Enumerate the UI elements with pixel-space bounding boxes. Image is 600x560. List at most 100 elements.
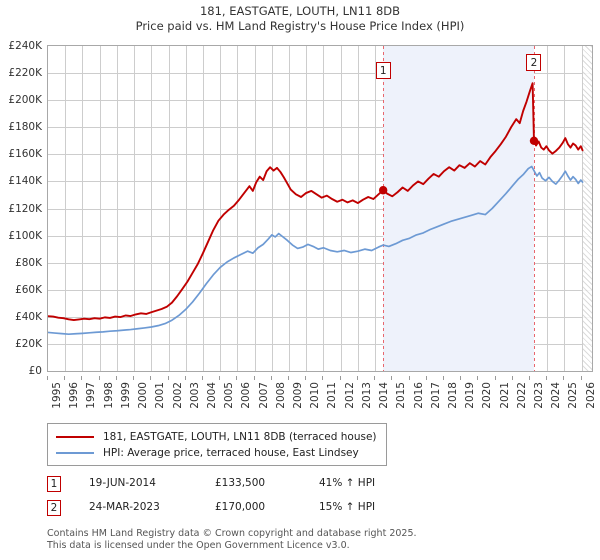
gridline-horizontal: [48, 208, 592, 210]
x-axis-tick: [511, 376, 513, 380]
gridline-horizontal: [48, 235, 592, 237]
gridline-vertical: [357, 46, 359, 371]
gridline-vertical: [323, 46, 325, 371]
x-axis-tick: [270, 376, 272, 380]
gridline-vertical: [564, 46, 566, 371]
x-axis-tick: [563, 376, 565, 380]
gridline-vertical: [99, 46, 101, 371]
x-axis-tick: [529, 376, 531, 380]
x-axis-tick: [64, 376, 66, 380]
legend-swatch-blue-icon: [56, 452, 94, 454]
x-axis-tick-label: 2011: [326, 382, 339, 409]
gridline-horizontal: [48, 127, 592, 129]
x-axis-tick: [546, 376, 548, 380]
x-axis-tick-label: 2012: [343, 382, 356, 409]
gridline-vertical: [254, 46, 256, 371]
sale-marker-line-1: [383, 46, 385, 371]
x-axis-tick-label: 2015: [395, 382, 408, 409]
gridline-horizontal: [48, 73, 592, 75]
gridline-vertical: [151, 46, 153, 371]
sale-row-2[interactable]: 2 24-MAR-2023 £170,000 15% ↑ HPI: [47, 498, 467, 522]
y-axis-tick-label: £80K: [15, 256, 42, 269]
x-axis-tick: [81, 376, 83, 380]
x-axis-tick: [356, 376, 358, 380]
legend-label-price-paid: 181, EASTGATE, LOUTH, LN11 8DB (terraced…: [103, 431, 377, 443]
x-axis-tick: [374, 376, 376, 380]
chart-marker-2[interactable]: 2: [526, 54, 542, 72]
x-axis-tick-label: 2026: [584, 382, 597, 409]
x-axis-tick: [167, 376, 169, 380]
legend-item-price-paid: 181, EASTGATE, LOUTH, LN11 8DB (terraced…: [56, 429, 378, 445]
gridline-vertical: [185, 46, 187, 371]
x-axis-tick-label: 2004: [205, 382, 218, 409]
x-axis-tick-label: 2008: [274, 382, 287, 409]
x-axis-tick: [98, 376, 100, 380]
x-axis-tick-label: 1998: [102, 382, 115, 409]
x-axis-tick-label: 2009: [292, 382, 304, 409]
sale-row-1[interactable]: 1 19-JUN-2014 £133,500 41% ↑ HPI: [47, 474, 467, 498]
x-axis-tick-label: 1997: [85, 382, 98, 409]
chart-plot-area: 1 2: [47, 45, 593, 372]
title-block: 181, EASTGATE, LOUTH, LN11 8DB Price pai…: [0, 4, 600, 34]
y-axis-tick-label: £40K: [15, 310, 42, 323]
x-axis-tick: [408, 376, 410, 380]
gridline-vertical: [375, 46, 377, 371]
x-axis-tick: [133, 376, 135, 380]
x-axis-tick: [460, 376, 462, 380]
x-axis-tick-label: 2019: [464, 382, 477, 409]
sale-price-2: £170,000: [215, 501, 266, 513]
x-axis-tick-label: 1996: [68, 382, 81, 409]
sale-hpi-delta-2: 15% ↑ HPI: [319, 501, 376, 513]
x-axis-tick-label: 2013: [360, 382, 373, 409]
gridline-vertical: [547, 46, 549, 371]
x-axis-tick: [253, 376, 255, 380]
x-axis-tick-label: 2003: [188, 382, 201, 409]
x-axis-tick-label: 2001: [154, 382, 167, 409]
x-axis-tick: [494, 376, 496, 380]
chart-marker-1[interactable]: 1: [375, 62, 391, 80]
x-axis-tick-label: 2025: [567, 382, 580, 409]
sale-point-1[interactable]: [378, 186, 388, 195]
x-axis-tick: [580, 376, 582, 380]
x-axis-tick-label: 2007: [257, 382, 270, 409]
series-line-price-paid: [48, 82, 584, 322]
x-axis-labels: 1995 1996 1997 1998 1999 2000 2001 2002 2003 2004…: [47, 376, 597, 420]
y-axis-tick-label: £200K: [8, 94, 42, 107]
x-axis-tick: [236, 376, 238, 380]
gridline-horizontal: [48, 262, 592, 264]
gridline-vertical: [237, 46, 239, 371]
sale-point-2[interactable]: [529, 136, 539, 145]
x-axis-tick: [201, 376, 203, 380]
y-axis-tick-label: £100K: [8, 229, 42, 242]
x-axis-tick: [219, 376, 221, 380]
chart-legend: 181, EASTGATE, LOUTH, LN11 8DB (terraced…: [47, 423, 387, 466]
gridline-horizontal: [48, 100, 592, 102]
gridline-vertical: [340, 46, 342, 371]
gridline-vertical: [202, 46, 204, 371]
sale-marker-line-2: [533, 46, 535, 371]
x-axis-tick-label: 2020: [481, 382, 494, 409]
gridline-vertical: [116, 46, 118, 371]
gridline-vertical: [289, 46, 290, 371]
x-axis-tick-label: 1995: [51, 382, 63, 409]
x-axis-tick: [425, 376, 427, 380]
y-axis-tick-label: £180K: [8, 121, 42, 134]
sale-badge-1: 1: [47, 476, 61, 492]
x-axis-tick-label: 2006: [240, 382, 253, 409]
y-axis-labels: £0 £20K £40K £60K £80K £100K £120K £140K £160K £1…: [0, 40, 46, 377]
gridline-vertical: [581, 46, 583, 371]
footer-line-2: This data is licensed under the Open Gov…: [47, 539, 350, 551]
x-axis-tick: [115, 376, 117, 380]
y-axis-tick-label: £140K: [8, 175, 42, 188]
series-lines: [48, 82, 584, 336]
x-axis-tick: [305, 376, 307, 380]
gridline-vertical: [306, 46, 308, 371]
x-axis-tick: [150, 376, 152, 380]
x-axis-tick: [184, 376, 186, 380]
y-axis-tick-label: £220K: [8, 67, 42, 80]
x-axis-tick-label: 2018: [446, 382, 459, 409]
x-axis-tick-label: 2023: [533, 382, 546, 409]
x-axis-tick-label: 2021: [498, 382, 511, 409]
page-subtitle: Price paid vs. HM Land Registry's House …: [135, 19, 465, 33]
forecast-hatch-region: [582, 46, 592, 371]
